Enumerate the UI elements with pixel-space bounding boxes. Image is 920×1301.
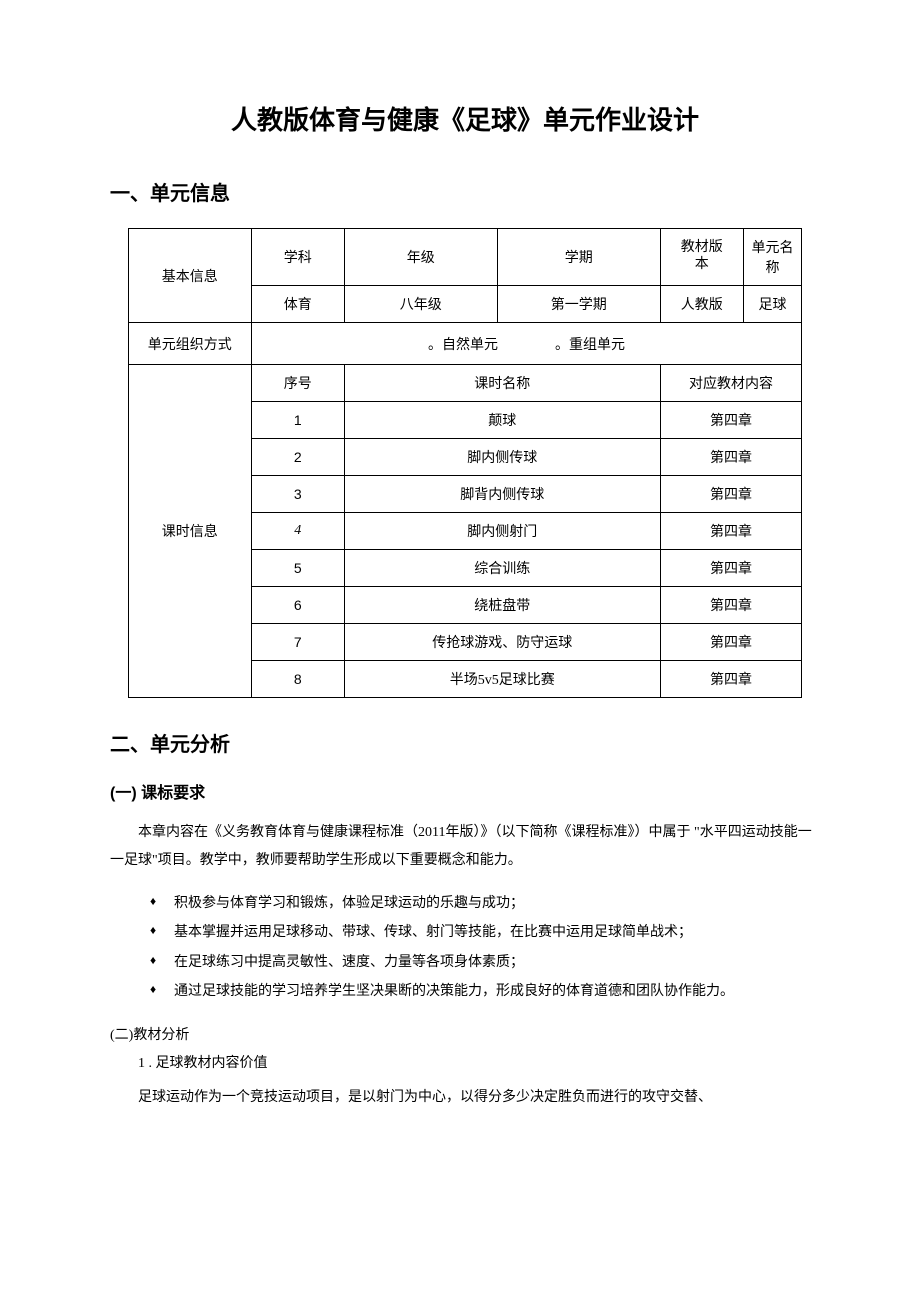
list-item: 基本掌握并运用足球移动、带球、传球、射门等技能，在比赛中运用足球简单战术； xyxy=(150,918,820,947)
lesson-ref: 第四章 xyxy=(660,402,802,439)
lesson-name: 脚背内侧传球 xyxy=(344,476,660,513)
org-label: 单元组织方式 xyxy=(128,323,251,365)
org-options-cell: 。自然单元 。重组单元 xyxy=(251,323,802,365)
th-seq: 序号 xyxy=(251,365,344,402)
part-2-paragraph: 足球运动作为一个竞技运动项目，是以射门为中心，以得分多少决定胜负而进行的攻守交替… xyxy=(110,1084,820,1112)
part-1-paragraph: 本章内容在《义务教育体育与健康课程标准（2011年版）》（以下简称《课程标准》）… xyxy=(110,819,820,875)
section-2-heading: 二、单元分析 xyxy=(110,728,820,757)
lesson-name: 传抢球游戏、防守运球 xyxy=(344,624,660,661)
seq-8: 8 xyxy=(251,661,344,698)
part-2-head: (二)教材分析 xyxy=(110,1023,820,1050)
radio-recomposed: 。重组单元 xyxy=(555,338,625,353)
document-title: 人教版体育与健康《足球》单元作业设计 xyxy=(110,100,820,137)
seq-1: 1 xyxy=(251,402,344,439)
unit-info-table: 基本信息 学科 年级 学期 教材版本 单元名称 体育 八年级 第一学期 人教版 … xyxy=(128,228,803,698)
document-page: 人教版体育与健康《足球》单元作业设计 一、单元信息 基本信息 学科 年级 学期 … xyxy=(0,0,920,1152)
basic-info-label: 基本信息 xyxy=(128,229,251,323)
lesson-name: 综合训练 xyxy=(344,550,660,587)
th-version: 教材版本 xyxy=(660,229,743,286)
list-item: 通过足球技能的学习培养学生坚决果断的决策能力，形成良好的体育道德和团队协作能力。 xyxy=(150,977,820,1006)
section-1-heading: 一、单元信息 xyxy=(110,177,820,206)
part-1-head: (一) 课标要求 xyxy=(110,779,820,803)
lesson-ref: 第四章 xyxy=(660,476,802,513)
val-grade: 八年级 xyxy=(344,286,497,323)
lesson-ref: 第四章 xyxy=(660,661,802,698)
list-item: 积极参与体育学习和锻炼，体验足球运动的乐趣与成功； xyxy=(150,889,820,918)
part-2-sub: 1 . 足球教材内容价值 xyxy=(110,1051,820,1078)
lesson-ref: 第四章 xyxy=(660,439,802,476)
lesson-name: 半场5v5足球比赛 xyxy=(344,661,660,698)
lesson-ref: 第四章 xyxy=(660,624,802,661)
th-subject: 学科 xyxy=(251,229,344,286)
seq-5: 5 xyxy=(251,550,344,587)
seq-4: 4 xyxy=(251,513,344,550)
th-lesson-name: 课时名称 xyxy=(344,365,660,402)
val-semester: 第一学期 xyxy=(497,286,660,323)
lesson-ref: 第四章 xyxy=(660,550,802,587)
lesson-name: 脚内侧射门 xyxy=(344,513,660,550)
th-unit-name: 单元名称 xyxy=(743,229,802,286)
lesson-ref: 第四章 xyxy=(660,587,802,624)
lesson-ref: 第四章 xyxy=(660,513,802,550)
val-subject: 体育 xyxy=(251,286,344,323)
seq-2: 2 xyxy=(251,439,344,476)
lesson-name: 颠球 xyxy=(344,402,660,439)
th-grade: 年级 xyxy=(344,229,497,286)
th-ref: 对应教材内容 xyxy=(660,365,802,402)
th-semester: 学期 xyxy=(497,229,660,286)
seq-7: 7 xyxy=(251,624,344,661)
lesson-name: 脚内侧传球 xyxy=(344,439,660,476)
seq-6: 6 xyxy=(251,587,344,624)
bullet-list: 积极参与体育学习和锻炼，体验足球运动的乐趣与成功； 基本掌握并运用足球移动、带球… xyxy=(110,889,820,1007)
list-item: 在足球练习中提高灵敏性、速度、力量等各项身体素质； xyxy=(150,948,820,977)
lesson-name: 绕桩盘带 xyxy=(344,587,660,624)
radio-natural: 。自然单元 xyxy=(428,338,498,353)
seq-3: 3 xyxy=(251,476,344,513)
val-unit-name: 足球 xyxy=(743,286,802,323)
val-version: 人教版 xyxy=(660,286,743,323)
lesson-info-label: 课时信息 xyxy=(128,365,251,698)
